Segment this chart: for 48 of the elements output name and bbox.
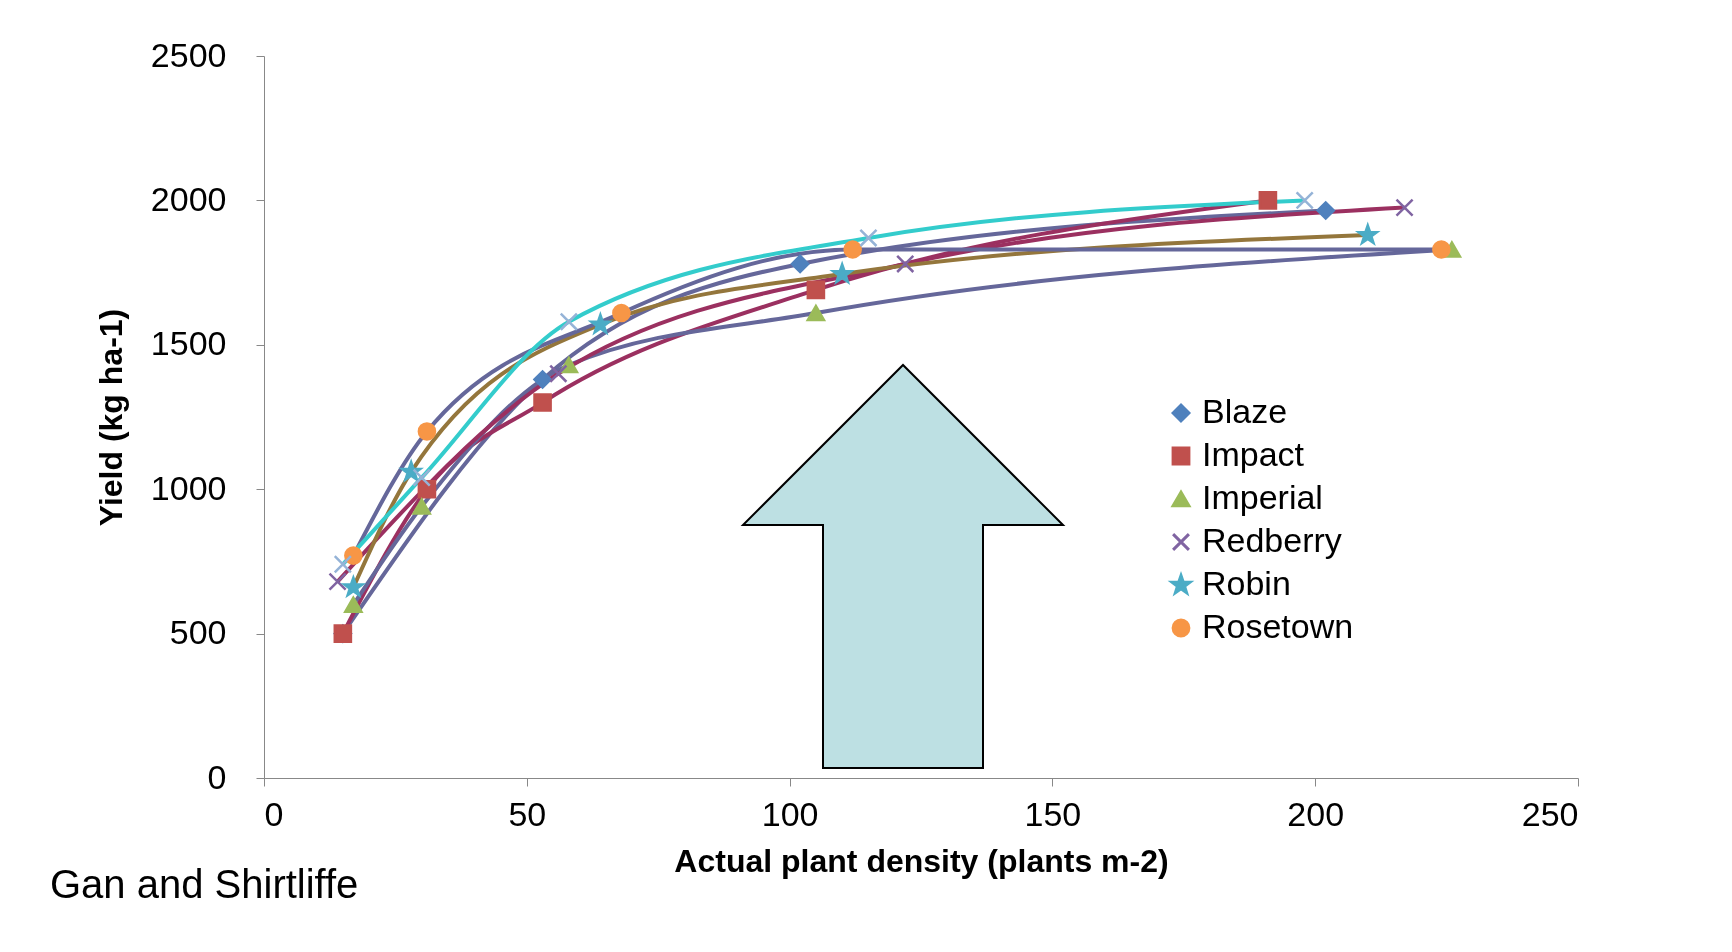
point <box>533 370 552 389</box>
point <box>398 458 424 483</box>
y-tick-label: 2000 <box>150 179 227 218</box>
x-tick-label: 250 <box>1521 794 1579 833</box>
point <box>344 546 363 565</box>
point <box>412 498 431 515</box>
y-tick-label: 2500 <box>150 35 227 74</box>
point <box>333 554 353 574</box>
point <box>587 311 613 336</box>
y-tick-label: 1000 <box>150 468 227 507</box>
y-tick-label: 1500 <box>150 324 227 363</box>
point <box>549 364 568 383</box>
point <box>859 228 878 248</box>
legend-label: Impact <box>1202 435 1305 473</box>
point <box>895 254 915 274</box>
x-tick-label: 200 <box>1287 794 1345 833</box>
y-tick-label: 500 <box>169 613 227 652</box>
legend-label: Blaze <box>1202 392 1288 430</box>
point <box>328 572 347 591</box>
text: Gan and Shirtliffe <box>50 862 359 907</box>
point <box>1432 240 1451 259</box>
x-tick-label: 0 <box>264 794 284 833</box>
point <box>806 280 826 300</box>
point <box>533 393 552 412</box>
point <box>341 574 366 599</box>
point <box>1395 198 1414 217</box>
point <box>1316 201 1336 220</box>
point <box>1258 191 1278 210</box>
point <box>412 468 431 487</box>
point <box>1295 191 1314 210</box>
x-tick-label: 100 <box>761 794 819 833</box>
point <box>612 303 631 323</box>
x-tick-label: 150 <box>1024 794 1082 833</box>
legend-label: Imperial <box>1202 478 1323 516</box>
y-tick-label: 0 <box>207 757 227 796</box>
point <box>790 254 810 274</box>
point <box>806 304 826 322</box>
point <box>344 596 363 613</box>
point <box>417 422 437 441</box>
y-axis-title: Yield (kg ha-1) <box>92 308 129 527</box>
legend-label: Robin <box>1202 564 1291 602</box>
x-axis-title: Actual plant density (plants m-2) <box>674 842 1169 879</box>
legend-label: Rosetown <box>1202 607 1354 645</box>
x-tick-label: 50 <box>508 794 547 833</box>
point <box>559 312 579 332</box>
point <box>417 479 437 499</box>
point <box>843 240 862 259</box>
legend-label: Redberry <box>1202 521 1342 559</box>
